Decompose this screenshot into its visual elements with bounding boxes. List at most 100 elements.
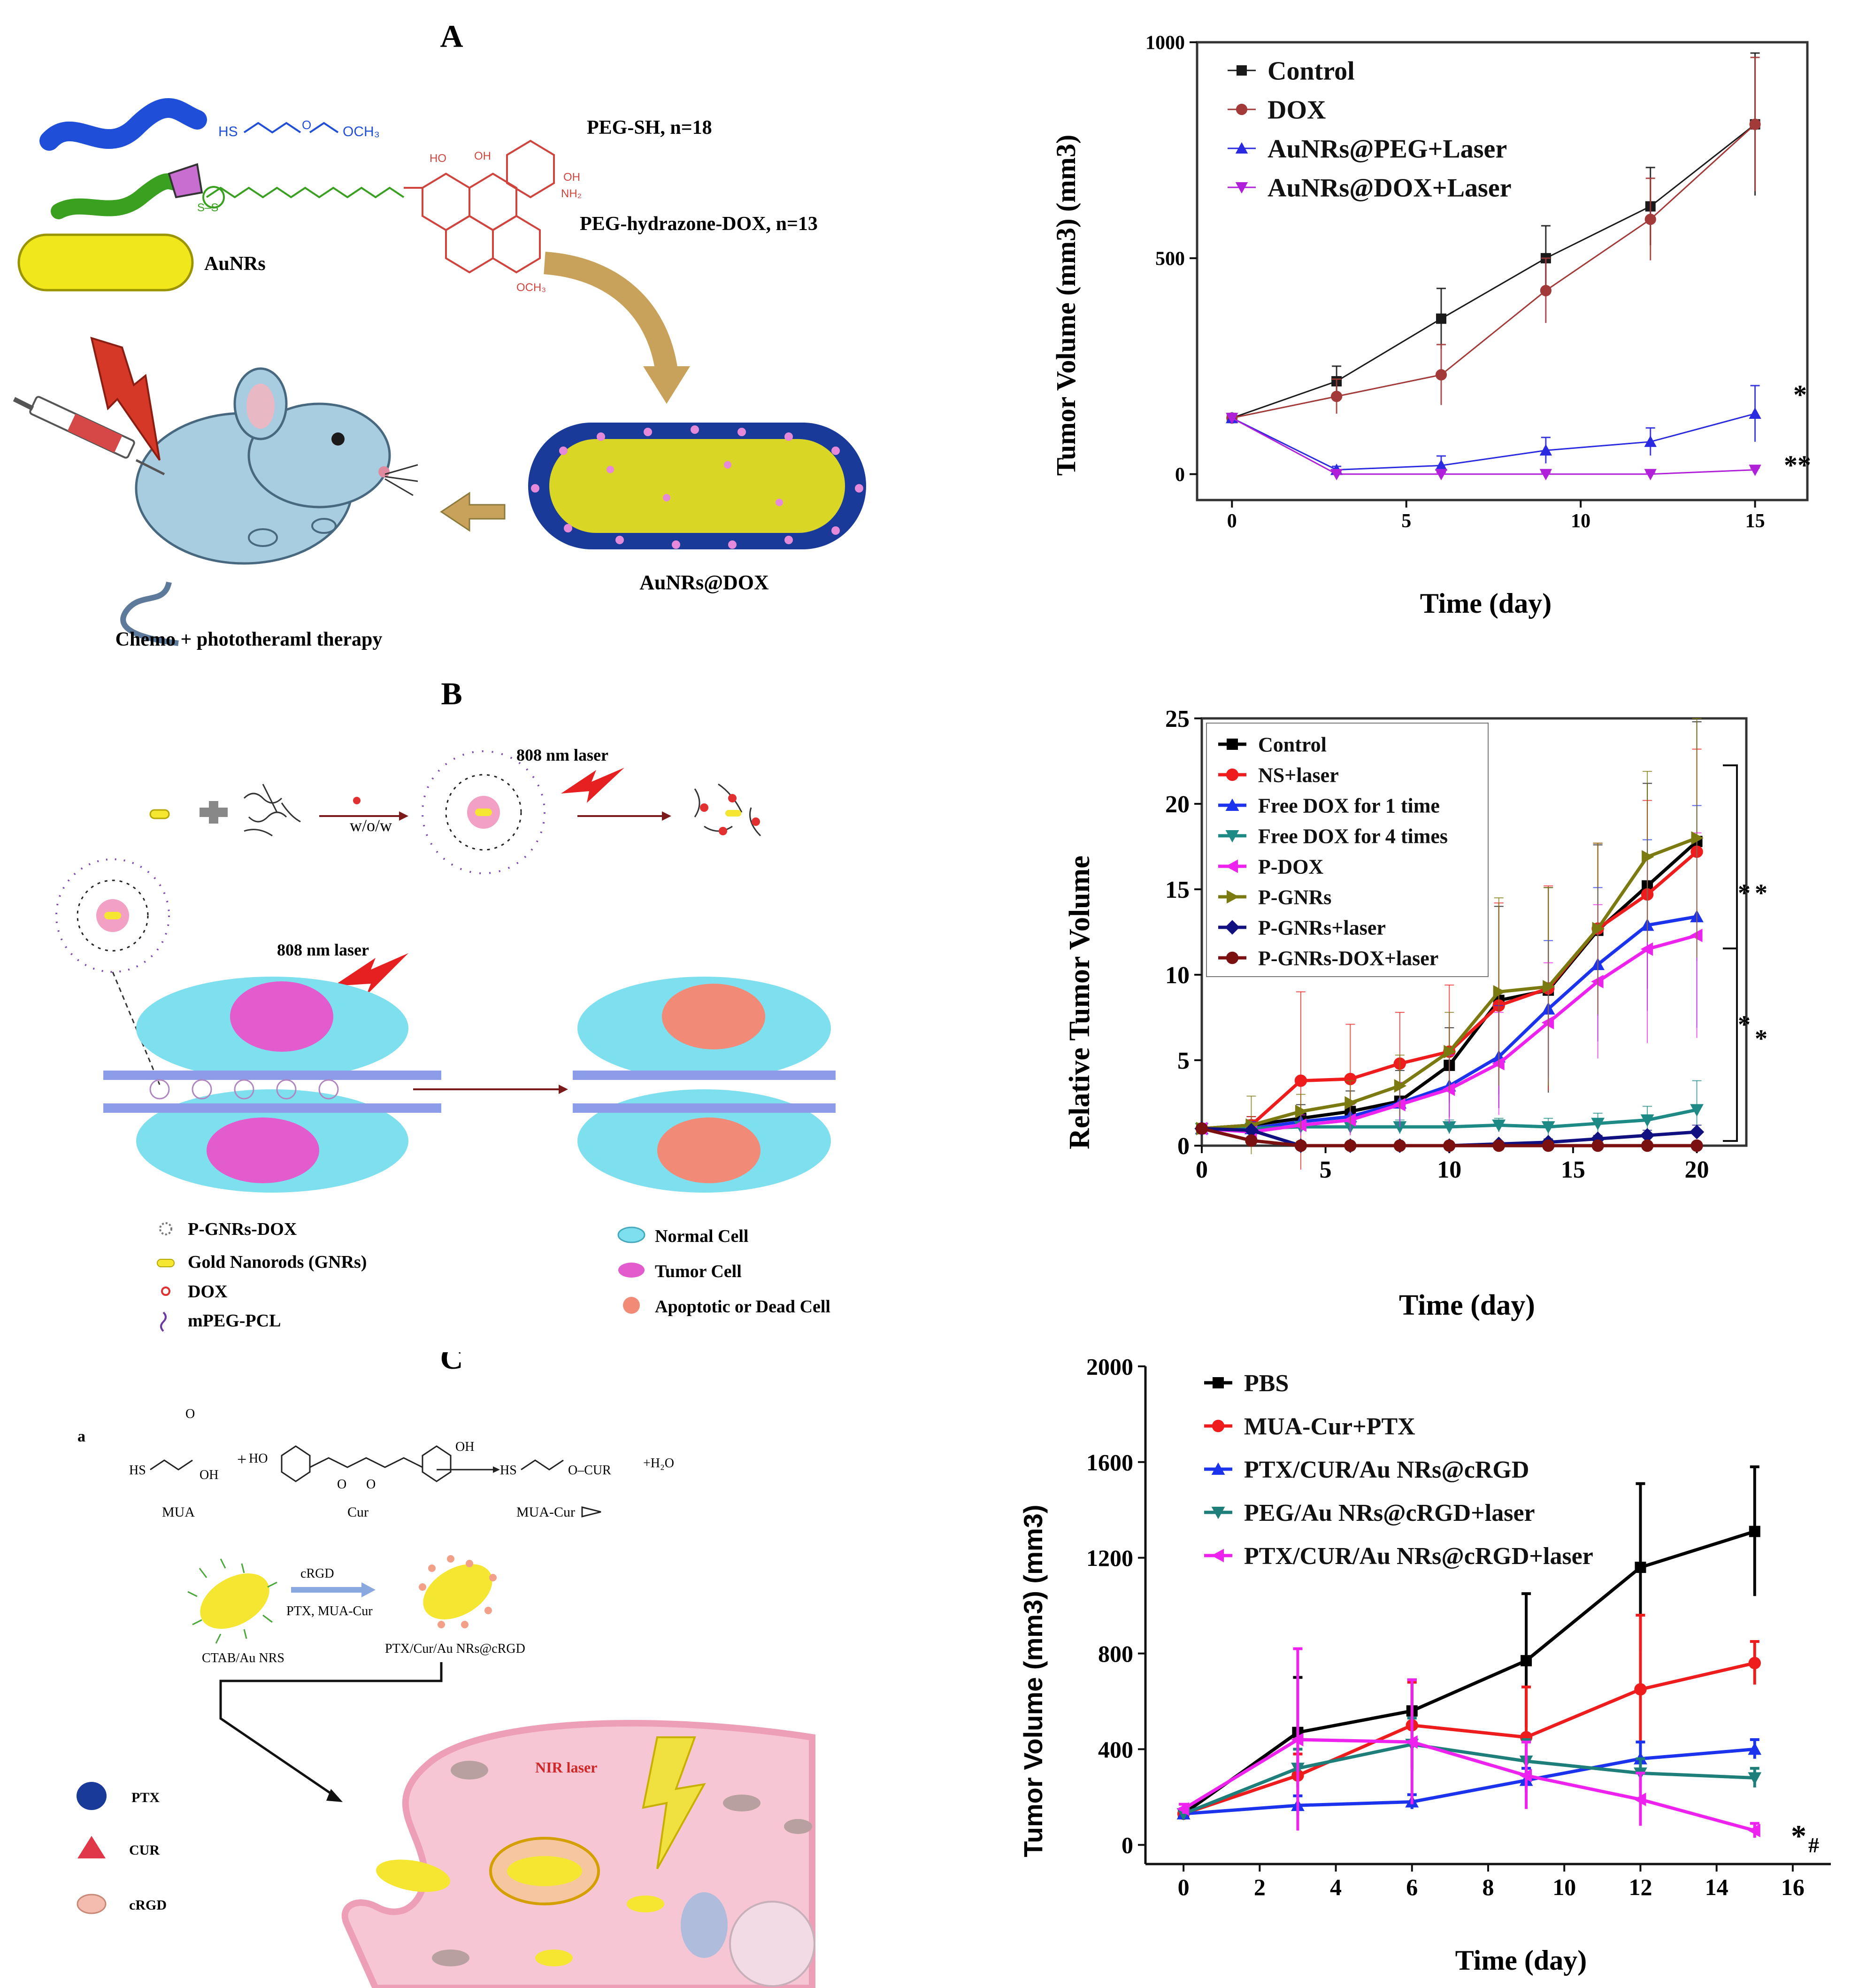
x-tick-label: 15: [1561, 1156, 1585, 1183]
data-point: [1331, 391, 1343, 402]
legend-label: MUA-Cur+PTX: [1244, 1413, 1415, 1440]
chart-b: Relative Tumor Volume Time (day) 0 5 10 15 2…: [1064, 706, 1767, 1321]
legend-label: P-DOX: [1258, 855, 1324, 878]
legend-marker: [1235, 142, 1248, 154]
svg-text:a: a: [77, 1428, 85, 1445]
significance-bracket: [1723, 764, 1738, 949]
data-point: [1748, 1657, 1761, 1670]
svg-text:P-GNRs-DOX: P-GNRs-DOX: [188, 1219, 297, 1239]
data-point: [1492, 1139, 1505, 1152]
data-point: [1393, 1098, 1406, 1112]
data-point: [1405, 1735, 1418, 1749]
data-point: [1521, 1655, 1532, 1666]
chart-a: Tumor Volume (mm3) (mm3) Time (day) 0 5 10…: [1051, 32, 1811, 619]
y-tick-label: 0: [1177, 1133, 1190, 1160]
data-point: [1244, 1123, 1259, 1138]
syringe-icon: [13, 396, 165, 476]
svg-text:OCH₃: OCH₃: [343, 124, 380, 139]
svg-text:OCH₃: OCH₃: [516, 281, 546, 294]
data-point: [1442, 1082, 1455, 1096]
svg-text:Normal Cell: Normal Cell: [655, 1226, 748, 1246]
x-tick-label: 6: [1406, 1874, 1418, 1900]
chart-c: Tumor Volume (mm3) (mm3) Time (day) 0 2 4 6…: [1018, 1354, 1831, 1976]
significance-mark: *: [1738, 879, 1751, 907]
series-5: [1176, 1647, 1760, 1838]
laser-bolt-icon-c: [642, 1736, 706, 1869]
data-point: [1443, 1139, 1456, 1152]
cell-icon: [341, 1720, 815, 1988]
series-line: [1231, 413, 1755, 471]
svg-text:PTX: PTX: [131, 1790, 160, 1805]
svg-text:NH₂: NH₂: [561, 187, 582, 200]
significance-bracket: [1723, 948, 1738, 1142]
data-point: [1591, 1139, 1604, 1152]
chart-c-xlabel: Time (day): [1455, 1945, 1587, 1976]
data-point: [1690, 928, 1703, 942]
data-point: [1294, 1074, 1307, 1087]
legend-marker: [1211, 1549, 1224, 1563]
data-point: [1749, 407, 1761, 419]
data-point: [1644, 214, 1656, 225]
data-point: [1642, 850, 1654, 864]
x-tick-label: 0: [1227, 510, 1237, 532]
series-5: [1195, 832, 1703, 1139]
legend-label: PTX/CUR/Au NRs@cRGD+laser: [1244, 1543, 1593, 1570]
data-point: [1393, 1121, 1407, 1134]
data-point: [1543, 980, 1555, 994]
x-tick-label: 0: [1196, 1156, 1208, 1183]
legend-label: Free DOX for 4 times: [1258, 824, 1448, 848]
data-point: [1435, 369, 1447, 381]
peg-sh-chain-icon: [39, 98, 207, 151]
label-peg-dox: PEG-hydrazone-DOX, n=13: [580, 213, 818, 235]
legend-marker: [1225, 920, 1240, 935]
legend-box: [1206, 723, 1489, 977]
legend-label: PEG/Au NRs@cRGD+laser: [1244, 1500, 1535, 1526]
legend-label: P-GNRs-DOX+laser: [1258, 947, 1438, 970]
data-point: [1749, 1526, 1760, 1537]
series-4: [1176, 1717, 1762, 1821]
left-arrow-icon: [440, 492, 506, 532]
data-point: [1644, 469, 1657, 481]
legend-label: NS+laser: [1258, 763, 1339, 786]
svg-text:PTX/Cur/Au NRs@cRGD: PTX/Cur/Au NRs@cRGD: [385, 1641, 525, 1656]
x-tick-label: 20: [1685, 1156, 1709, 1183]
svg-text:CUR: CUR: [129, 1842, 160, 1858]
data-point: [1343, 1113, 1356, 1127]
data-point: [1592, 922, 1605, 936]
data-point: [1436, 313, 1446, 324]
svg-text:HS: HS: [218, 124, 238, 139]
svg-text:mPEG-PCL: mPEG-PCL: [188, 1311, 281, 1331]
y-tick-label: 800: [1098, 1641, 1133, 1667]
svg-text:HS: HS: [129, 1463, 146, 1478]
x-tick-label: 5: [1401, 510, 1411, 532]
panel-a-schematic: A HS O OCH₃ S–S HO OH OH NH₂ OCH₃ PEG-SH…: [13, 18, 866, 650]
svg-text:Cur: Cur: [347, 1504, 369, 1520]
y-tick-label: 500: [1155, 248, 1185, 270]
chart-b-xlabel: Time (day): [1399, 1289, 1535, 1321]
data-point: [1540, 285, 1552, 296]
data-point: [1748, 1742, 1762, 1755]
data-point: [1689, 1125, 1705, 1140]
data-point: [1294, 1139, 1307, 1152]
svg-text:OH: OH: [455, 1440, 474, 1454]
series-line: [1183, 1742, 1755, 1816]
legend-marker: [1211, 1507, 1225, 1519]
legend-marker: [1227, 739, 1238, 750]
data-point: [1541, 1016, 1554, 1030]
legend-marker: [1225, 830, 1239, 843]
data-point: [1539, 444, 1552, 456]
legend-marker: [1226, 768, 1239, 781]
series-line: [1231, 417, 1755, 475]
legend-marker: [1212, 1419, 1225, 1433]
tumor-before-icon: [103, 977, 441, 1193]
y-tick-label: 400: [1098, 1736, 1133, 1763]
x-tick-label: 14: [1705, 1874, 1728, 1900]
svg-text:NIR laser: NIR laser: [535, 1759, 597, 1776]
data-point: [1492, 1056, 1505, 1071]
legend-label: DOX: [1268, 96, 1326, 125]
x-tick-label: 4: [1330, 1874, 1342, 1900]
series-4: [1226, 413, 1761, 481]
svg-text:+: +: [237, 1450, 246, 1469]
legend-right: Normal Cell Tumor Cell Apoptotic or Dead…: [617, 1226, 830, 1317]
data-point: [1690, 1139, 1703, 1152]
